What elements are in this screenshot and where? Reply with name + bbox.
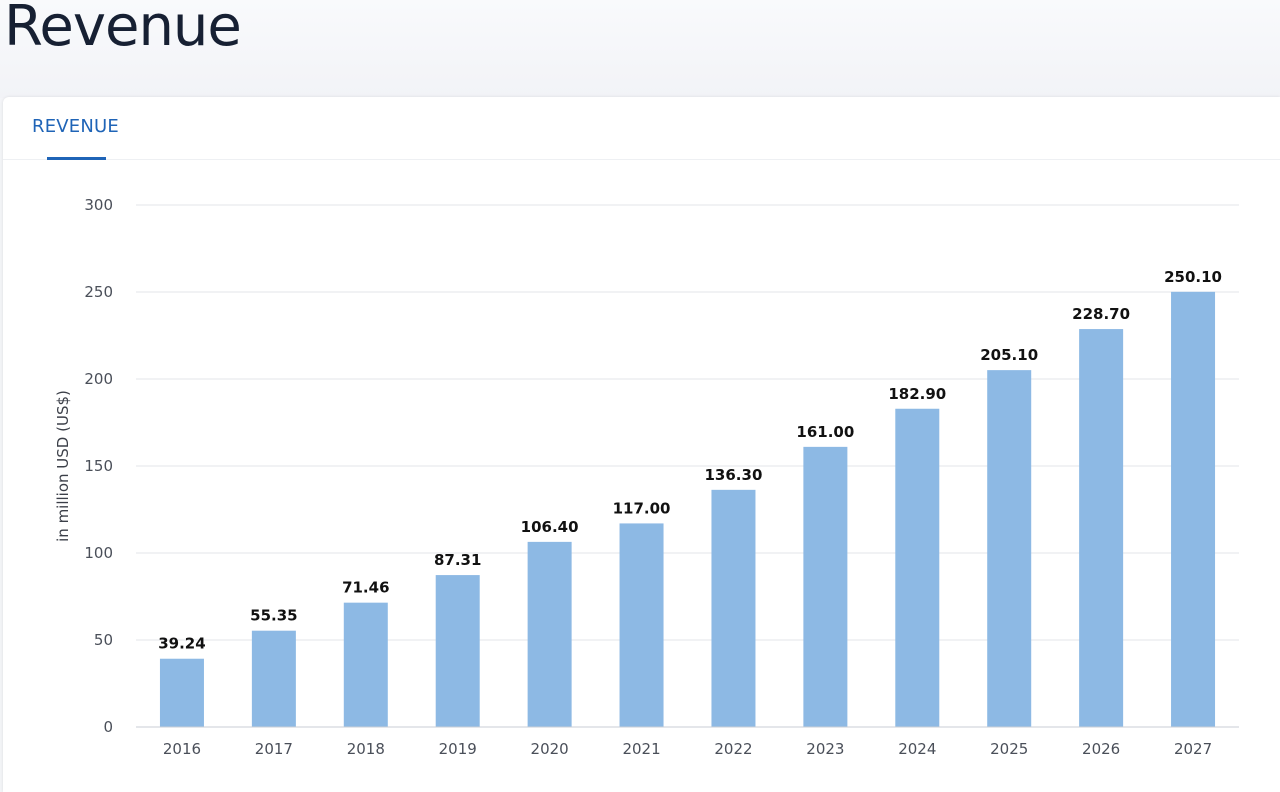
y-axis-tick-labels: 0 50 100 150 200 250 300	[84, 196, 113, 736]
data-label-2023: 161.00	[796, 423, 854, 441]
page-title: Revenue	[4, 0, 242, 59]
x-tick-label: 2027	[1174, 740, 1212, 758]
y-axis-title: in million USD (US$)	[54, 390, 72, 542]
data-labels: 39.24 55.35 71.46 87.31 106.40 117.00 136.30 16…	[158, 268, 1222, 653]
x-tick-label: 2020	[531, 740, 569, 758]
data-label-2019: 87.31	[434, 551, 481, 569]
x-tick-label: 2025	[990, 740, 1028, 758]
data-label-2016: 39.24	[158, 635, 205, 653]
data-label-2018: 71.46	[342, 579, 389, 597]
y-tick-label: 300	[84, 196, 113, 214]
y-tick-label: 0	[103, 718, 113, 736]
tab-bar: REVENUE	[3, 97, 1280, 160]
bar-2027[interactable]	[1171, 291, 1216, 727]
bar-2026[interactable]	[1079, 329, 1124, 727]
bar-2017[interactable]	[251, 630, 296, 727]
x-axis-tick-labels: 2016 2017 2018 2019 2020 2021 2022 2023 2024 2025…	[163, 740, 1212, 758]
data-label-2022: 136.30	[705, 466, 763, 484]
data-label-2025: 205.10	[980, 346, 1038, 364]
tab-revenue[interactable]: REVENUE	[32, 116, 119, 137]
y-tick-label: 200	[84, 370, 113, 388]
bar-2024[interactable]	[895, 408, 940, 727]
y-tick-label: 250	[84, 283, 113, 301]
bar-2016[interactable]	[159, 658, 204, 727]
y-tick-label: 150	[84, 457, 113, 475]
x-tick-label: 2017	[255, 740, 293, 758]
bar-2019[interactable]	[435, 575, 480, 727]
bar-2020[interactable]	[527, 541, 572, 727]
data-label-2027: 250.10	[1164, 268, 1222, 286]
data-label-2026: 228.70	[1072, 305, 1130, 323]
bars	[159, 291, 1216, 727]
bar-2021[interactable]	[619, 523, 664, 727]
x-tick-label: 2019	[439, 740, 477, 758]
data-label-2024: 182.90	[888, 385, 946, 403]
x-tick-label: 2021	[622, 740, 660, 758]
data-label-2017: 55.35	[250, 607, 297, 625]
y-tick-label: 100	[84, 544, 113, 562]
active-tab-indicator	[47, 157, 106, 160]
x-tick-label: 2016	[163, 740, 201, 758]
grid-lines	[136, 204, 1239, 641]
data-label-2021: 117.00	[613, 499, 671, 517]
x-tick-label: 2022	[714, 740, 752, 758]
x-tick-label: 2024	[898, 740, 936, 758]
data-label-2020: 106.40	[521, 518, 579, 536]
x-tick-label: 2023	[806, 740, 844, 758]
bar-2025[interactable]	[987, 370, 1032, 727]
bar-2018[interactable]	[343, 602, 388, 727]
y-tick-label: 50	[94, 631, 113, 649]
bar-2022[interactable]	[711, 489, 756, 727]
x-tick-label: 2018	[347, 740, 385, 758]
x-tick-label: 2026	[1082, 740, 1120, 758]
page-header: Revenue	[0, 0, 1280, 98]
bar-2023[interactable]	[803, 446, 848, 727]
